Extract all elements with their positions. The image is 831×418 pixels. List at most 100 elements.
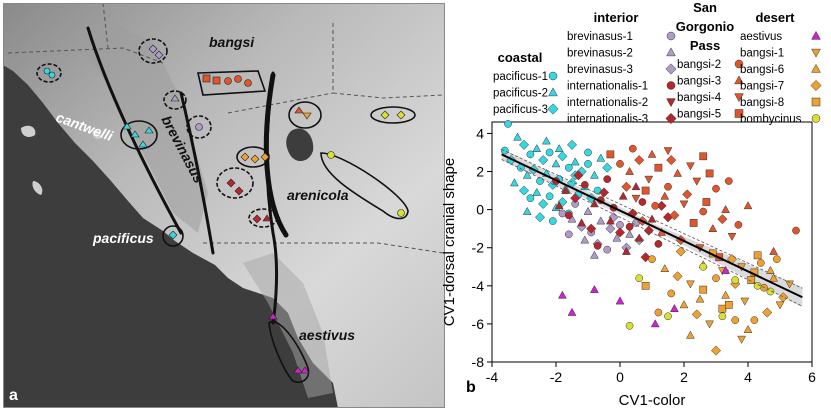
data-point	[566, 139, 578, 150]
axes: -4 -2 0 2 4 6 -8 -6 -4 -2 0 2 4	[472, 125, 817, 385]
data-point	[641, 281, 650, 290]
data-point	[526, 194, 535, 203]
legend-marker	[811, 114, 821, 123]
legend-marker	[547, 103, 559, 115]
label-bangsi: bangsi	[209, 34, 255, 50]
data-point	[792, 226, 800, 235]
map-border	[3, 3, 445, 408]
data-point	[504, 120, 512, 128]
legend-item-label: bangsi-5	[677, 109, 721, 121]
legend-group-title: coastal	[498, 50, 543, 65]
data-point	[718, 312, 727, 321]
data-point	[602, 162, 613, 173]
legend-item-label: bangsi-1	[740, 48, 784, 60]
data-point	[660, 191, 670, 200]
data-point	[634, 233, 644, 242]
confidence-band	[501, 148, 803, 308]
data-points	[500, 120, 803, 356]
data-point	[762, 307, 773, 318]
legend-group-title: interior	[594, 10, 639, 25]
data-point	[596, 216, 606, 225]
mountain-shading	[73, 23, 208, 233]
data-point	[667, 289, 676, 298]
legend-marker	[734, 93, 744, 103]
legend-group-title: Pass	[690, 38, 720, 53]
data-point	[526, 150, 535, 159]
legend-item-label: bombycinus	[740, 114, 802, 126]
data-point	[712, 274, 720, 283]
panel-label-a: a	[9, 387, 18, 404]
data-point	[554, 201, 564, 210]
site-outlines-solid	[120, 70, 416, 384]
legend-marker	[734, 75, 744, 85]
data-point	[666, 155, 677, 166]
site-markers	[43, 44, 406, 374]
data-point	[627, 208, 638, 219]
data-point	[691, 309, 702, 320]
confidence-upper	[501, 149, 803, 289]
data-point	[692, 177, 702, 186]
data-point	[679, 200, 689, 209]
legend-marker	[548, 71, 558, 81]
data-point	[622, 246, 631, 255]
legend-item-label: bangsi-2	[677, 59, 721, 71]
data-point	[753, 251, 762, 260]
data-point	[743, 201, 753, 210]
data-point	[567, 307, 577, 316]
data-point	[564, 163, 573, 172]
data-point	[545, 192, 554, 201]
data-point	[734, 221, 743, 229]
y-tick-label: -2	[472, 240, 485, 256]
legend-item-label: bangsi-7	[740, 81, 784, 93]
data-point	[750, 316, 759, 324]
data-point	[679, 300, 689, 309]
legend-group-0: coastal pacificus-1 pacificus-2 pacificus-3	[493, 50, 559, 116]
x-tick-label: -4	[486, 369, 499, 385]
data-point	[753, 281, 762, 290]
data-point	[635, 274, 644, 283]
label-arenicola: arenicola	[287, 187, 349, 203]
data-point	[603, 175, 612, 183]
mountain-shading-2	[243, 253, 333, 398]
x-tick-label: 6	[808, 369, 816, 385]
data-point	[727, 232, 737, 241]
data-point	[561, 185, 570, 194]
data-point	[721, 290, 730, 299]
legend-item-label: internationalis-2	[567, 97, 648, 109]
legend-group-title: Gorgonio	[676, 19, 735, 34]
data-point	[772, 255, 781, 263]
data-point	[769, 273, 778, 282]
data-point	[557, 196, 568, 208]
data-point	[586, 223, 597, 234]
data-point	[538, 155, 549, 166]
data-point	[564, 211, 573, 220]
y-tick-label: -8	[472, 354, 485, 370]
data-point	[538, 198, 549, 209]
data-point	[686, 280, 695, 289]
data-point	[513, 132, 522, 141]
data-point	[625, 166, 634, 175]
legend-marker	[810, 79, 822, 92]
label-aestivus: aestivus	[299, 327, 355, 343]
data-point	[699, 262, 708, 271]
data-point	[605, 223, 616, 234]
data-point	[518, 139, 530, 150]
data-point	[618, 191, 628, 200]
legend-item-label: internationalis-3	[567, 114, 648, 126]
data-point	[625, 321, 634, 330]
legend-item-label: bangsi-8	[740, 97, 784, 109]
data-point	[695, 294, 705, 303]
island-1	[21, 125, 36, 137]
legend-marker	[811, 97, 821, 107]
data-point	[710, 345, 722, 356]
data-point	[564, 230, 573, 239]
data-point	[724, 301, 733, 309]
data-point	[584, 148, 592, 157]
regression-line	[501, 153, 803, 299]
legend-marker	[666, 98, 676, 108]
legend-marker	[666, 47, 676, 57]
data-point	[731, 316, 740, 324]
data-point	[699, 285, 708, 294]
data-point	[740, 297, 750, 306]
x-axis-label: CV1-color	[619, 392, 686, 409]
